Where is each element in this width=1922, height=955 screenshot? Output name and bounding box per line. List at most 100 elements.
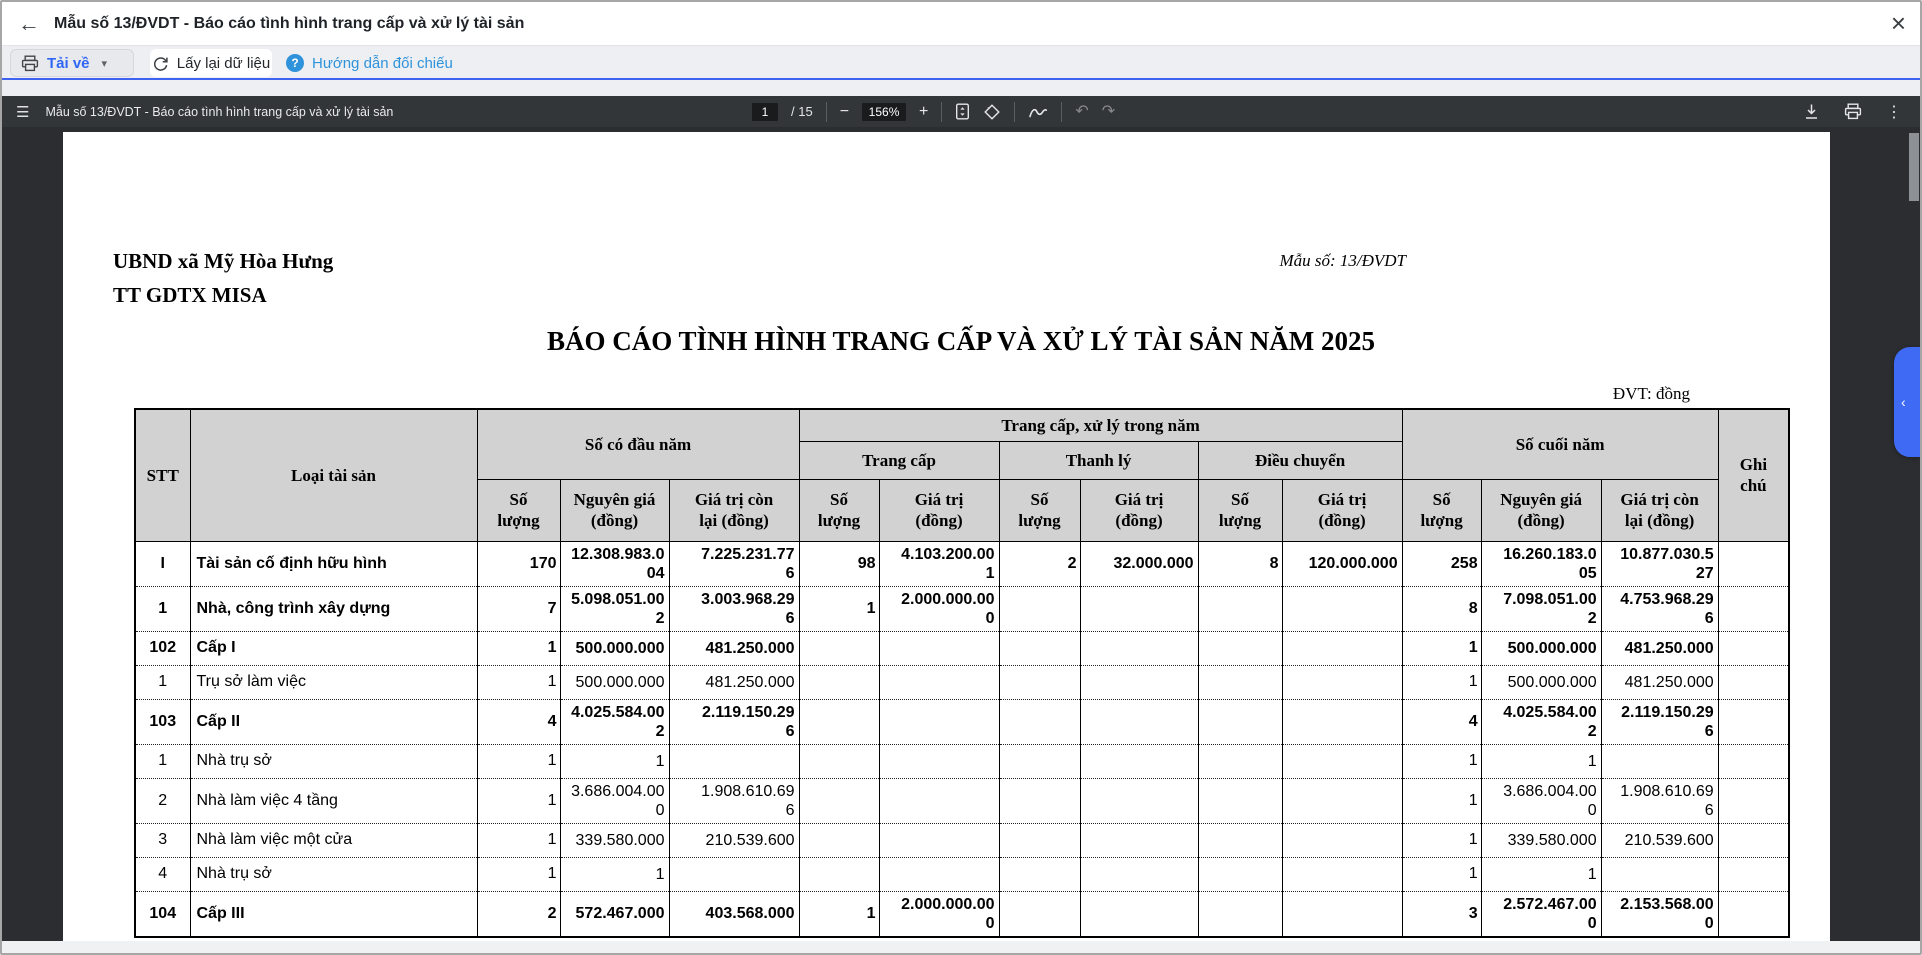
header-quantity: Số lượng — [998, 478, 1081, 542]
download-button[interactable]: Tải về ▾ — [10, 49, 134, 77]
cell-value: 120.000.000 — [1281, 540, 1403, 586]
asset-report-table: STT Loại tài sản Số có đầu năm Trang cấp… — [134, 408, 1791, 938]
report-toolbar: Tải về ▾ Lấy lại dữ liệu ? Hướng dẫn đối… — [2, 46, 1920, 96]
toolbar-divider — [2, 78, 1920, 80]
cell-stt: 1 — [134, 585, 191, 631]
toolbar-separator — [941, 101, 943, 122]
chevron-down-icon[interactable]: ▾ — [101, 57, 108, 70]
cell-value: 2.119.150.296 — [1600, 698, 1719, 744]
cell-value: 32.000.000 — [1079, 540, 1199, 586]
refresh-data-label: Lấy lại dữ liệu — [176, 54, 271, 72]
dialog-title: Mẫu số 13/ĐVDT - Báo cáo tình hình trang… — [54, 14, 525, 32]
cell-value: 1.908.610.696 — [1600, 777, 1719, 823]
table-row: 1 Nhà, công trình xây dựng 7 5.098.051.002 3… — [134, 585, 1790, 631]
cell-value — [878, 698, 1000, 744]
pdf-print-button[interactable] — [1844, 103, 1862, 120]
cell-value: 3.686.004.000 — [559, 777, 670, 823]
cell-quantity — [798, 856, 880, 891]
close-icon[interactable]: × — [1890, 8, 1906, 38]
page-number-input[interactable]: 1 — [752, 102, 778, 121]
header-original-cost: Nguyên giá (đồng) — [559, 478, 670, 542]
back-icon[interactable]: ← — [18, 10, 40, 36]
collapse-panel-tab[interactable]: ‹ — [1894, 347, 1920, 457]
cell-quantity — [1197, 777, 1283, 823]
cell-value: 1 — [1480, 743, 1602, 778]
pdf-download-button[interactable] — [1803, 103, 1820, 120]
cell-value — [1079, 743, 1199, 778]
zoom-level-input[interactable]: 156% — [862, 102, 907, 121]
header-transfer: Điều chuyển — [1197, 440, 1403, 480]
cell-quantity — [798, 822, 880, 857]
menu-icon[interactable]: ☰ — [16, 103, 30, 121]
table-row: 1 Trụ sở làm việc 1 500.000.000 481.250.000 1… — [134, 664, 1790, 699]
cell-value: 3.686.004.000 — [1480, 777, 1602, 823]
cell-quantity: 1 — [476, 664, 561, 699]
table-row: 3 Nhà làm việc một cửa 1 339.580.000 210.539… — [134, 822, 1790, 857]
cell-asset-name: Tài sản cố định hữu hình — [189, 540, 478, 586]
redo-icon[interactable]: ↷ — [1101, 102, 1116, 120]
cell-quantity — [1197, 822, 1283, 857]
cell-value — [1079, 630, 1199, 665]
cell-quantity: 1 — [476, 743, 561, 778]
pdf-viewer-area: UBND xã Mỹ Hòa Hưng TT GDTX MISA Mẫu số:… — [2, 127, 1920, 941]
zoom-out-button[interactable]: − — [839, 102, 850, 120]
zoom-in-button[interactable]: + — [919, 102, 929, 120]
cell-value: 16.260.183.005 — [1480, 540, 1602, 586]
cell-quantity — [798, 630, 880, 665]
cell-note — [1717, 698, 1790, 744]
cell-value: 3.003.968.296 — [668, 585, 800, 631]
cell-value: 7.098.051.002 — [1480, 585, 1602, 631]
printer-icon — [21, 55, 39, 71]
header-value: Giá trị (đồng) — [878, 478, 1000, 542]
header-note: Ghi chú — [1717, 408, 1790, 542]
header-quantity: Số lượng — [1401, 478, 1482, 542]
header-residual-value: Giá trị còn lại (đồng) — [1600, 478, 1719, 542]
cell-quantity: 4 — [1401, 698, 1482, 744]
chevron-left-icon: ‹ — [1901, 394, 1906, 410]
vertical-scrollbar-thumb[interactable] — [1909, 133, 1919, 201]
cell-quantity — [798, 664, 880, 699]
table-row: 104 Cấp III 2 572.467.000 403.568.000 1 2.000.… — [134, 890, 1790, 937]
cell-stt: 3 — [134, 822, 191, 857]
horizontal-scrollbar-track[interactable] — [2, 941, 1920, 953]
refresh-icon — [153, 56, 168, 71]
cell-quantity — [1197, 698, 1283, 744]
cell-asset-name: Nhà trụ sở — [189, 856, 478, 891]
asset-table-body: I Tài sản cố định hữu hình 170 12.308.983.0… — [134, 540, 1790, 937]
cell-value: 500.000.000 — [559, 664, 670, 699]
cell-value: 5.098.051.002 — [559, 585, 670, 631]
table-row: I Tài sản cố định hữu hình 170 12.308.983.0… — [134, 540, 1790, 586]
cell-value: 339.580.000 — [1480, 822, 1602, 857]
comparison-guide-link[interactable]: ? Hướng dẫn đối chiếu — [286, 49, 453, 77]
undo-icon[interactable]: ↶ — [1075, 102, 1089, 120]
cell-quantity: 2 — [476, 890, 561, 937]
cell-value: 1 — [559, 743, 670, 778]
cell-quantity — [1197, 890, 1283, 937]
cell-value — [668, 743, 800, 778]
cell-quantity: 1 — [476, 777, 561, 823]
page-count-label: / 15 — [791, 104, 813, 119]
cell-note — [1717, 777, 1790, 823]
cell-note — [1717, 743, 1790, 778]
more-options-icon[interactable]: ⋮ — [1886, 103, 1902, 121]
cell-quantity — [798, 698, 880, 744]
annotate-button[interactable] — [1028, 104, 1048, 119]
cell-stt: 1 — [134, 664, 191, 699]
cell-value — [878, 822, 1000, 857]
document-page: UBND xã Mỹ Hòa Hưng TT GDTX MISA Mẫu số:… — [63, 132, 1830, 941]
table-row: 102 Cấp I 1 500.000.000 481.250.000 1 500.000.… — [134, 630, 1790, 665]
cell-value: 500.000.000 — [1480, 630, 1602, 665]
cell-asset-name: Cấp II — [189, 698, 478, 744]
cell-value: 481.250.000 — [668, 664, 800, 699]
rotate-icon — [984, 103, 1001, 120]
cell-quantity — [1197, 856, 1283, 891]
refresh-data-button[interactable]: Lấy lại dữ liệu — [150, 49, 272, 77]
cell-quantity: 1 — [1401, 664, 1482, 699]
toolbar-separator — [1014, 101, 1016, 122]
cell-value: 210.539.600 — [668, 822, 800, 857]
cell-quantity: 1 — [798, 890, 880, 937]
fit-page-button[interactable] — [955, 103, 970, 120]
cell-note — [1717, 664, 1790, 699]
cell-stt: 104 — [134, 890, 191, 937]
rotate-button[interactable] — [983, 103, 1001, 121]
